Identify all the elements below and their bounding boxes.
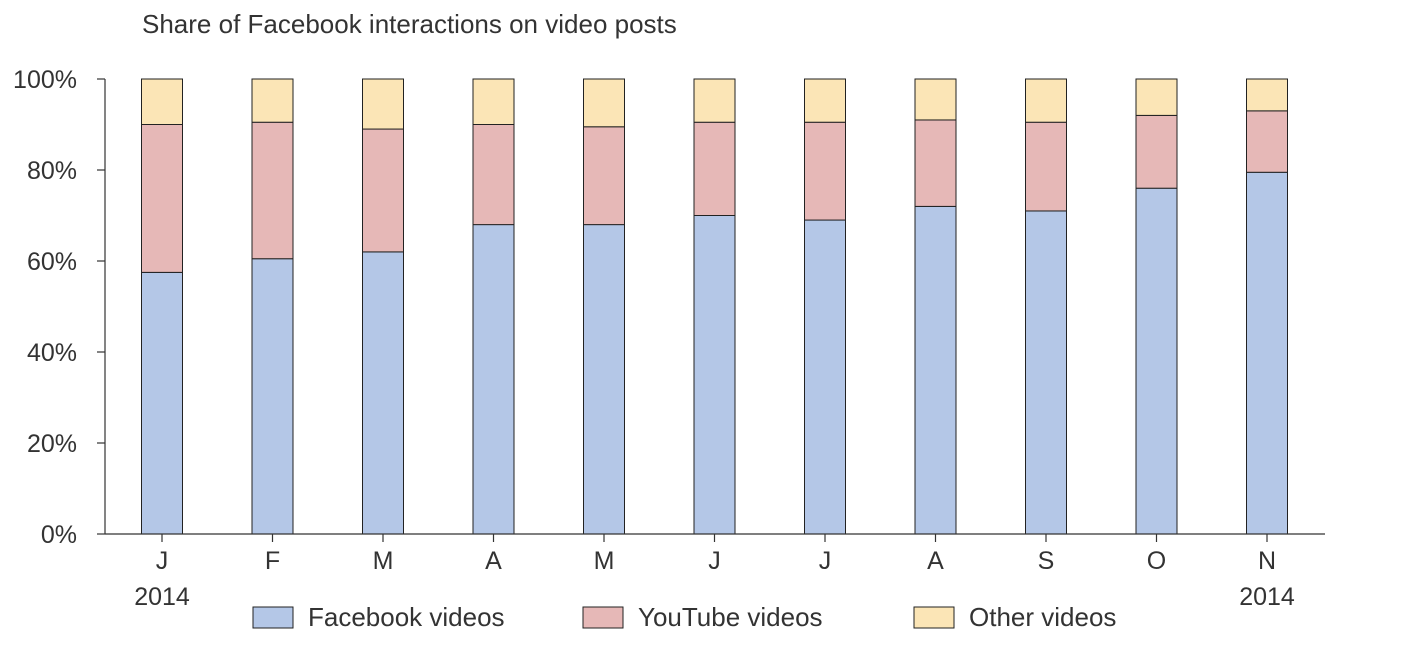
x-tick-label: A (485, 547, 502, 575)
bar-segment (251, 258, 294, 535)
x-tick-label: M (594, 547, 615, 575)
bar-segment (804, 121, 846, 221)
bar-segment (583, 224, 625, 535)
bar-segment (693, 121, 736, 216)
x-tick-label: N (1258, 547, 1276, 575)
bar-segment (914, 205, 957, 535)
y-tick-label: 20% (27, 430, 77, 458)
bar-segment (914, 78, 957, 121)
bar-segment (251, 78, 294, 123)
x-tick-label: J (708, 547, 721, 575)
x-tick-label: J (156, 547, 169, 575)
x-tick-label: F (265, 547, 280, 575)
bar-segment (141, 271, 183, 535)
bar-segment (1025, 78, 1067, 123)
bar-segment (362, 251, 404, 535)
bar-segment (362, 128, 404, 253)
bar-segment (804, 78, 846, 123)
x-axis: J F M A M J J A S O N 2014 2014 (105, 533, 1325, 611)
bars-group (141, 78, 1288, 535)
bar-segment (1025, 210, 1067, 535)
bar-segment (141, 78, 183, 125)
legend-swatch (252, 606, 294, 629)
bar-segment (1135, 114, 1178, 189)
bar-segment (362, 78, 404, 130)
x-year-label: 2014 (1239, 583, 1295, 611)
legend-swatch (582, 606, 624, 629)
y-tick-label: 100% (13, 66, 77, 94)
y-axis: 0% 20% 40% 60% 80% 100% (13, 66, 106, 549)
x-tick-label: S (1038, 547, 1055, 575)
legend-label: YouTube videos (638, 602, 823, 632)
bar-segment (1246, 78, 1288, 112)
bar-segment (583, 126, 625, 226)
x-tick-label: M (373, 547, 394, 575)
bar-segment (693, 215, 736, 535)
y-tick-label: 40% (27, 339, 77, 367)
legend-swatch (913, 606, 955, 629)
bar-segment (1135, 187, 1178, 535)
bar-segment (914, 119, 957, 207)
chart-title: Share of Facebook interactions on video … (142, 9, 677, 39)
y-tick-label: 0% (41, 521, 77, 549)
bar-segment (472, 224, 515, 535)
x-tick-label: A (927, 547, 944, 575)
bar-segment (1135, 78, 1178, 116)
bar-segment (1246, 171, 1288, 535)
x-tick-label: J (819, 547, 832, 575)
bar-segment (804, 219, 846, 535)
bar-segment (472, 124, 515, 226)
bar-segment (583, 78, 625, 128)
bar-segment (1025, 121, 1067, 212)
x-tick-label: O (1147, 547, 1166, 575)
legend-label: Facebook videos (308, 602, 505, 632)
legend-label: Other videos (969, 602, 1116, 632)
bar-segment (1246, 110, 1288, 173)
x-year-label: 2014 (134, 583, 190, 611)
legend: Facebook videos YouTube videos Other video… (252, 602, 1116, 632)
bar-segment (141, 124, 183, 273)
y-tick-label: 60% (27, 248, 77, 276)
bar-segment (693, 78, 736, 123)
bar-segment (472, 78, 515, 125)
y-tick-label: 80% (27, 157, 77, 185)
bar-segment (251, 121, 294, 260)
